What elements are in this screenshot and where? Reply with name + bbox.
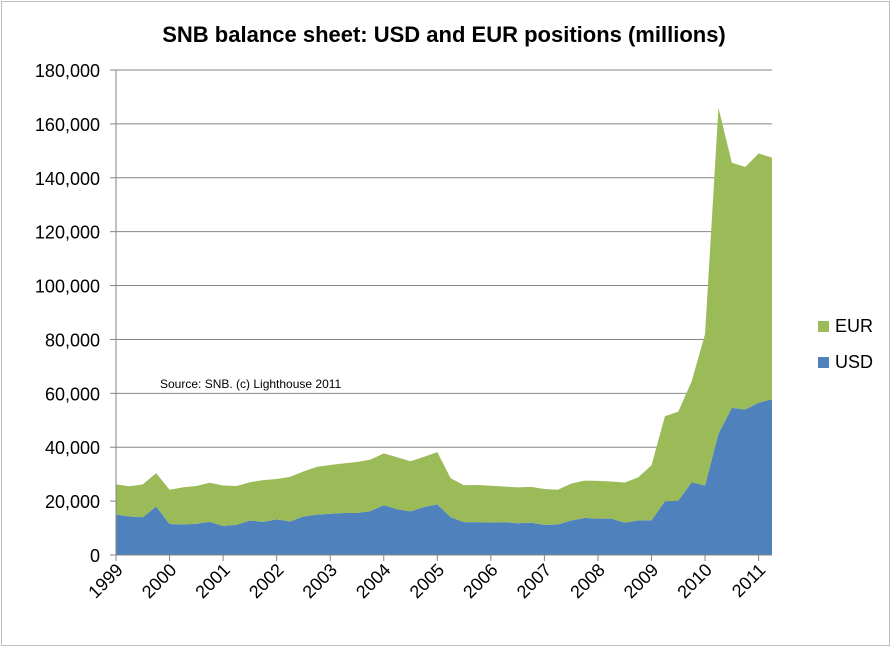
x-tick-label: 2010 [673, 560, 715, 602]
x-tick-label: 2009 [620, 560, 662, 602]
y-tick-label: 80,000 [45, 330, 100, 350]
x-tick-label: 2007 [513, 560, 555, 602]
y-tick-label: 140,000 [35, 169, 100, 189]
y-tick-label: 160,000 [35, 115, 100, 135]
x-tick-label: 2001 [191, 560, 233, 602]
legend-label-usd: USD [835, 352, 873, 372]
plot-areas [116, 107, 772, 555]
y-tick-label: 0 [90, 546, 100, 566]
source-annotation: Source: SNB. (c) Lighthouse 2011 [160, 377, 342, 391]
x-tick-label: 2004 [352, 560, 394, 602]
chart-title: SNB balance sheet: USD and EUR positions… [162, 22, 726, 47]
x-tick-label: 2002 [245, 560, 287, 602]
legend-swatch-eur [818, 321, 829, 332]
y-axis-tick-labels: 0 20,000 40,000 60,000 80,000 100,000 120,000 1… [35, 61, 100, 566]
y-tick-label: 40,000 [45, 438, 100, 458]
x-tick-label: 2006 [459, 560, 501, 602]
y-tick-label: 60,000 [45, 384, 100, 404]
legend: EUR USD [818, 316, 873, 372]
y-tick-label: 180,000 [35, 61, 100, 81]
gridlines [116, 69, 772, 502]
x-tick-label: 1999 [84, 560, 126, 602]
x-tick-label: 2003 [299, 560, 341, 602]
x-tick-label: 2005 [406, 560, 448, 602]
y-tick-label: 100,000 [35, 277, 100, 297]
legend-swatch-usd [818, 357, 829, 368]
y-tick-label: 20,000 [45, 492, 100, 512]
legend-label-eur: EUR [835, 316, 873, 336]
x-axis-tick-labels: 1999 2000 2001 2002 2003 2004 2005 2006 2007 2008… [84, 560, 769, 602]
axes [110, 69, 772, 561]
x-tick-label: 2011 [728, 560, 770, 602]
area-series-usd [116, 399, 772, 555]
y-tick-label: 120,000 [35, 223, 100, 243]
area-series-eur [116, 107, 772, 526]
x-tick-label: 2000 [138, 560, 180, 602]
x-tick-label: 2008 [566, 560, 608, 602]
